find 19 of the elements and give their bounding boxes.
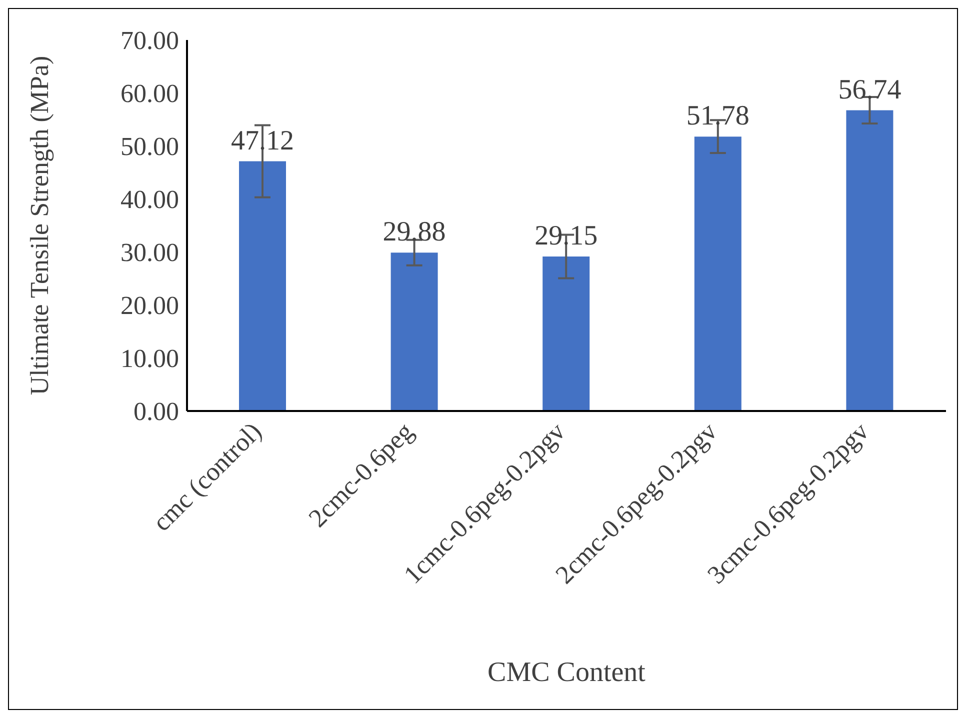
bar <box>390 252 438 411</box>
y-tick-label: 70.00 <box>120 26 179 56</box>
bar <box>694 136 742 411</box>
bar <box>239 161 286 411</box>
data-label: 51.78 <box>686 100 750 132</box>
y-tick-label: 30.00 <box>120 238 179 268</box>
y-tick-label: 50.00 <box>120 132 179 162</box>
y-tick-label: 0.00 <box>134 397 179 426</box>
y-tick-label: 20.00 <box>120 291 179 320</box>
x-axis-title: CMC Content <box>488 657 646 688</box>
data-label: 29.15 <box>534 220 598 252</box>
y-axis-title: Ultimate Tensile Strength (MPa) <box>25 56 54 396</box>
bar <box>846 110 894 411</box>
y-tick-label: 40.00 <box>120 185 179 214</box>
y-tick-label: 60.00 <box>120 79 179 108</box>
data-label: 29.88 <box>382 216 446 248</box>
bar <box>542 256 590 411</box>
y-tick-label: 10.00 <box>120 344 179 374</box>
data-label: 56.74 <box>838 74 902 106</box>
